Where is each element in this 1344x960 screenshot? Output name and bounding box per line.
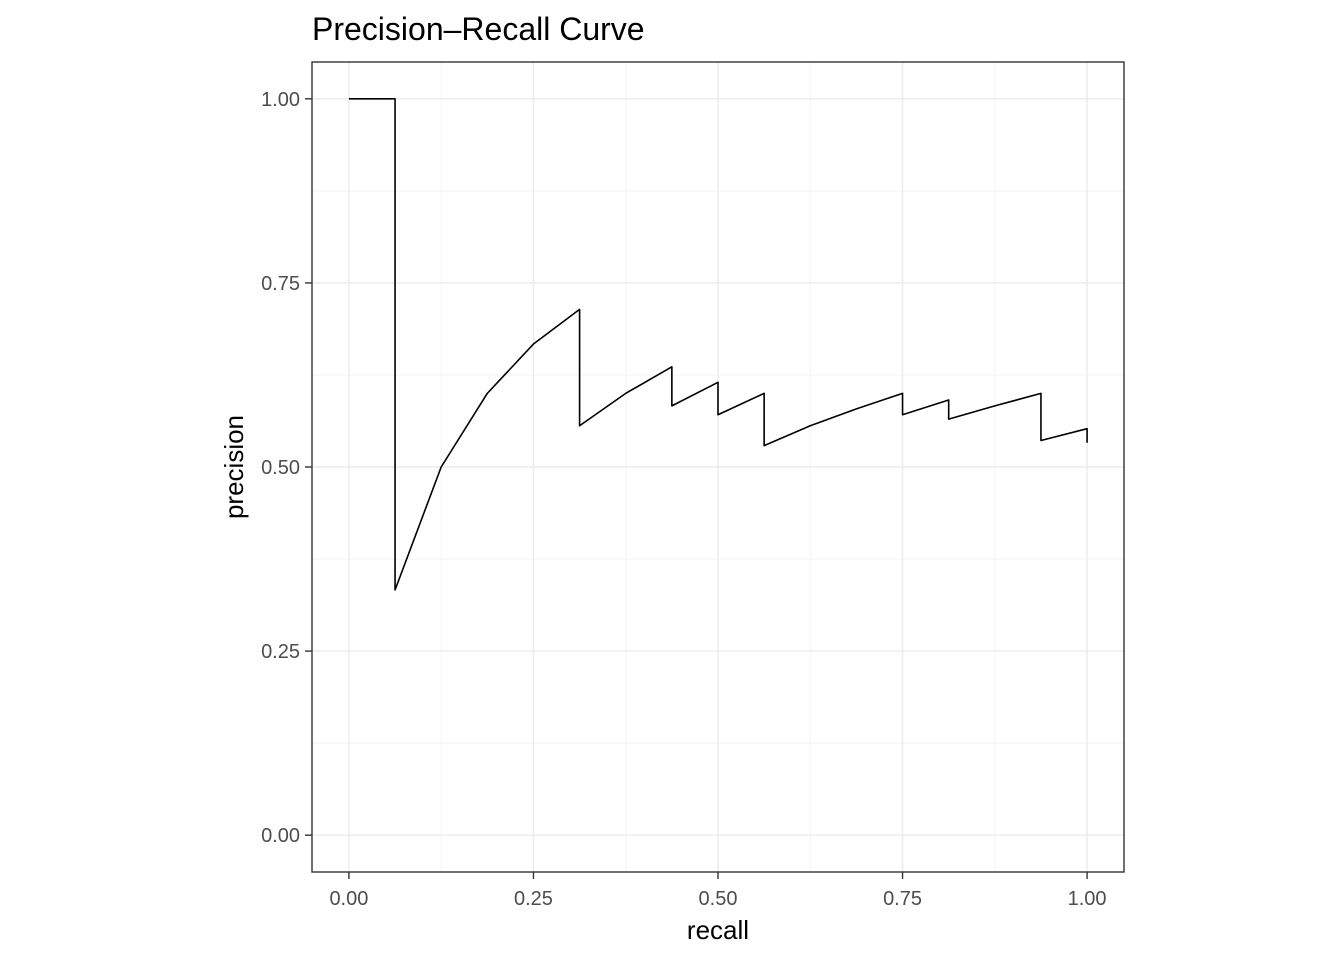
pr-curve-line (348, 98, 1088, 591)
y-tick-label: 0.75 (261, 273, 300, 295)
y-axis-ticks: 0.00 0.25 0.50 0.75 1.00 (261, 89, 312, 847)
x-tick-label: 0.00 (329, 888, 368, 910)
x-tick-label: 0.25 (514, 888, 553, 910)
x-tick-label: 1.00 (1068, 888, 1107, 910)
y-tick-label: 0.25 (261, 641, 300, 663)
y-tick-label: 0.50 (261, 457, 300, 479)
y-axis-title: precision (219, 415, 249, 519)
major-gridlines (312, 62, 1124, 872)
x-axis-ticks: 0.00 0.25 0.50 0.75 1.00 (329, 872, 1107, 910)
x-tick-label: 0.50 (699, 888, 738, 910)
series-layer (348, 98, 1088, 591)
x-axis-title: recall (687, 915, 749, 945)
y-tick-label: 0.00 (261, 825, 300, 847)
chart-title: Precision–Recall Curve (312, 11, 645, 47)
x-tick-label: 0.75 (883, 888, 922, 910)
y-tick-label: 1.00 (261, 89, 300, 111)
